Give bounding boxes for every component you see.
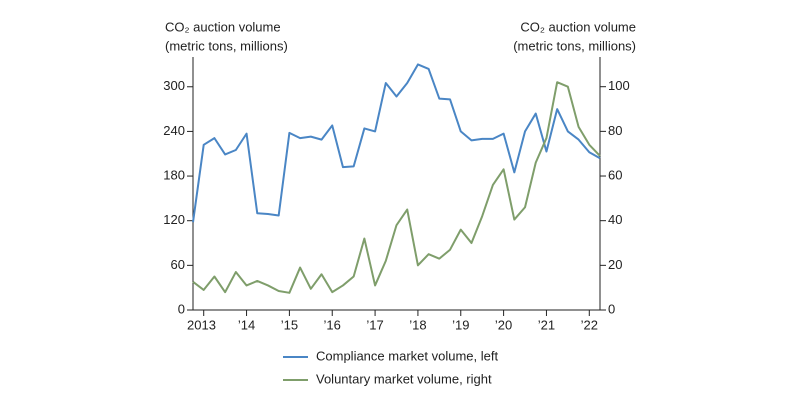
y2-tick-label: 100 (608, 78, 630, 93)
x-tick-label: ’18 (409, 317, 426, 332)
y2-tick-label: 80 (608, 123, 622, 138)
x-tick-label: ’17 (366, 317, 383, 332)
x-tick-label: ’19 (452, 317, 469, 332)
x-tick-label: ’14 (238, 317, 255, 332)
y2-tick-label: 60 (608, 167, 622, 182)
series-line (192, 81, 601, 294)
x-tick-label: ’16 (324, 317, 341, 332)
y2-tick-label: 40 (608, 212, 622, 227)
y-tick-label: 120 (163, 212, 185, 227)
y-axis-title: CO₂ auction volume (165, 19, 281, 34)
y-axis-title: (metric tons, millions) (165, 38, 288, 53)
legend-label: Voluntary market volume, right (316, 371, 492, 386)
y2-axis-title: CO₂ auction volume (520, 19, 636, 34)
series-line (192, 63, 601, 223)
y2-tick-label: 0 (608, 301, 615, 316)
y2-tick-label: 20 (608, 257, 622, 272)
x-tick-label: ’20 (495, 317, 512, 332)
y2-axis-title: (metric tons, millions) (513, 38, 636, 53)
legend-label: Compliance market volume, left (316, 348, 498, 363)
x-tick-label: ’21 (538, 317, 555, 332)
y-tick-label: 60 (171, 257, 185, 272)
x-tick-label: ’22 (581, 317, 598, 332)
x-tick-label: ’15 (281, 317, 298, 332)
y-tick-label: 180 (163, 167, 185, 182)
x-tick-label: 2013 (187, 317, 216, 332)
y-tick-label: 0 (178, 301, 185, 316)
y-tick-label: 240 (163, 123, 185, 138)
y-tick-label: 300 (163, 78, 185, 93)
